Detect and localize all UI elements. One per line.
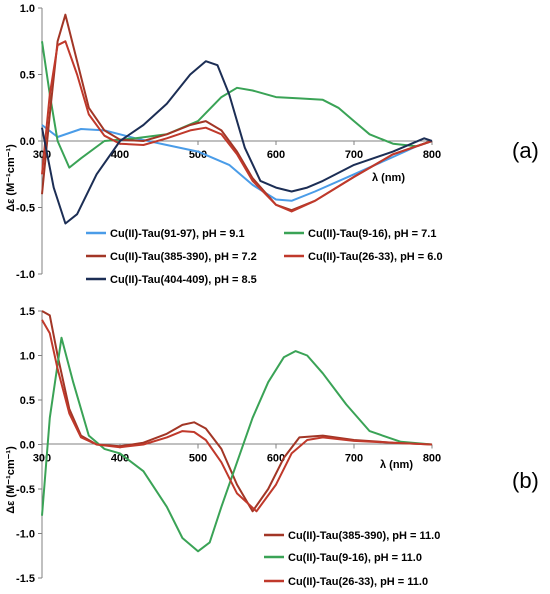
panel-b-label: (b) <box>512 468 539 493</box>
a-y-tick-label: 0.0 <box>20 136 35 148</box>
a-legend-label-0: Cu(II)-Tau(91-97), pH = 9.1 <box>110 228 245 240</box>
b-series-line-0 <box>41 310 433 513</box>
b-y-tick-label: -1.0 <box>16 529 35 541</box>
b-legend-label-0: Cu(II)-Tau(385-390), pH = 11.0 <box>288 530 440 542</box>
a-legend-label-1: Cu(II)-Tau(9-16), pH = 7.1 <box>308 228 436 240</box>
a-series-line-1 <box>41 41 433 169</box>
b-y-tick-label: -0.5 <box>16 484 35 496</box>
panel-b-y-axis-label: Δε (M⁻¹cm⁻¹) <box>5 446 17 514</box>
a-legend-label-3: Cu(II)-Tau(26-33), pH = 6.0 <box>308 251 443 263</box>
b-series-line-2 <box>41 319 433 513</box>
a-x-tick-label: 600 <box>267 149 285 161</box>
panel-a-y-ticks: 1.0 0.5 0.0 -0.5 -1.0 <box>16 3 42 281</box>
b-y-tick-label: -1.5 <box>16 573 35 585</box>
a-x-tick-label: 500 <box>189 149 207 161</box>
panel-b: 1.5 1.0 0.5 0.0 -0.5 -1.0 -1.5 300 400 500 600 700… <box>5 306 539 588</box>
a-x-tick-label: 800 <box>423 149 441 161</box>
b-x-tick-label: 600 <box>267 453 285 465</box>
a-x-tick-label: 400 <box>111 149 129 161</box>
panel-b-legend: Cu(II)-Tau(385-390), pH = 11.0 Cu(II)-Tau… <box>264 530 440 588</box>
panel-b-x-ticks: 300 400 500 600 700 800 <box>33 444 441 465</box>
b-x-tick-label: 700 <box>345 453 363 465</box>
panel-b-x-axis-label: λ (nm) <box>380 459 413 471</box>
b-legend-label-1: Cu(II)-Tau(9-16), pH = 11.0 <box>288 552 422 564</box>
b-y-tick-label: 0.0 <box>20 440 35 452</box>
panel-b-y-ticks: 1.5 1.0 0.5 0.0 -0.5 -1.0 -1.5 <box>16 306 42 585</box>
b-y-tick-label: 1.0 <box>20 351 35 363</box>
b-x-tick-label: 800 <box>423 453 441 465</box>
b-y-tick-label: 0.5 <box>20 395 35 407</box>
a-x-tick-label: 700 <box>345 149 363 161</box>
b-x-tick-label: 400 <box>111 453 129 465</box>
panel-a-x-ticks: 300 400 500 600 700 800 <box>33 141 441 161</box>
panel-b-series <box>41 310 433 553</box>
b-series-line-1 <box>41 336 433 553</box>
a-y-tick-label: -1.0 <box>16 269 35 281</box>
a-y-tick-label: -0.5 <box>16 203 35 215</box>
a-series-line-3 <box>41 40 433 213</box>
a-series-line-4 <box>41 60 433 225</box>
panel-a-y-axis-label: Δε (M⁻¹cm⁻¹) <box>5 144 17 212</box>
a-legend-label-2: Cu(II)-Tau(385-390), pH = 7.2 <box>110 251 257 263</box>
panel-a-x-axis-label: λ (nm) <box>372 172 405 184</box>
b-legend-label-2: Cu(II)-Tau(26-33), pH = 11.0 <box>288 576 428 588</box>
a-y-tick-label: 1.0 <box>20 3 35 15</box>
panel-a: 1.00.50.0-0.5-1.0 300 400 500 600 700 800 Δε … <box>5 3 539 286</box>
panel-a-label: (a) <box>512 138 539 163</box>
b-y-tick-label: 1.5 <box>20 306 35 318</box>
a-legend-label-4: Cu(II)-Tau(404-409), pH = 8.5 <box>110 274 257 286</box>
b-x-tick-label: 300 <box>33 453 51 465</box>
panel-a-legend: Cu(II)-Tau(91-97), pH = 9.1 Cu(II)-Tau(9-… <box>86 228 443 286</box>
panel-a-series <box>41 13 433 225</box>
a-y-tick-label: 0.5 <box>20 70 35 82</box>
b-x-tick-label: 500 <box>189 453 207 465</box>
